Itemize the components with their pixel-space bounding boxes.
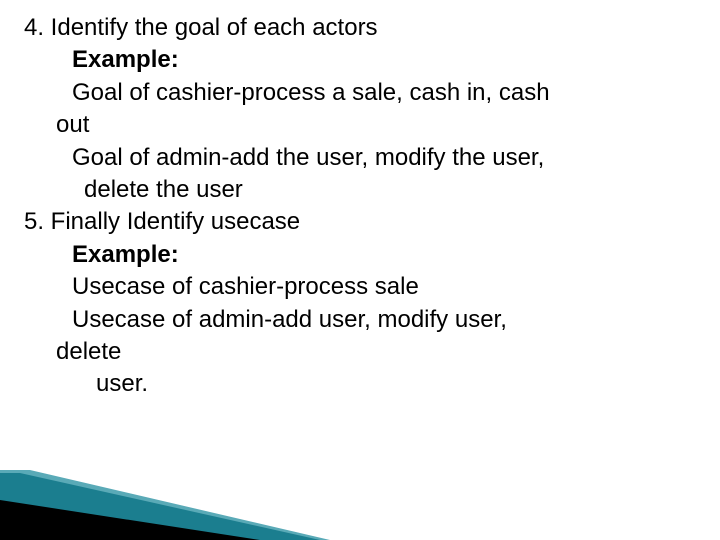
- line-example-1: Example:: [24, 44, 696, 76]
- line-admin-goal-1: Goal of admin-add the user, modify the u…: [24, 142, 696, 174]
- line-usecase-cashier: Usecase of cashier-process sale: [24, 271, 696, 303]
- line-cashier-goal-1: Goal of cashier-process a sale, cash in,…: [24, 77, 696, 109]
- slide: 4. Identify the goal of each actors Exam…: [0, 0, 720, 540]
- line-usecase-admin-1: Usecase of admin-add user, modify user,: [24, 304, 696, 336]
- line-4-heading: 4. Identify the goal of each actors: [24, 12, 696, 44]
- corner-decor-icon: [0, 470, 340, 540]
- slide-text-block: 4. Identify the goal of each actors Exam…: [24, 12, 696, 401]
- line-example-2: Example:: [24, 239, 696, 271]
- line-cashier-goal-2: out: [24, 109, 696, 141]
- line-admin-goal-2: delete the user: [24, 174, 696, 206]
- line-usecase-admin-2: delete: [24, 336, 696, 368]
- line-5-heading: 5. Finally Identify usecase: [24, 206, 696, 238]
- line-usecase-admin-3: user.: [24, 368, 696, 400]
